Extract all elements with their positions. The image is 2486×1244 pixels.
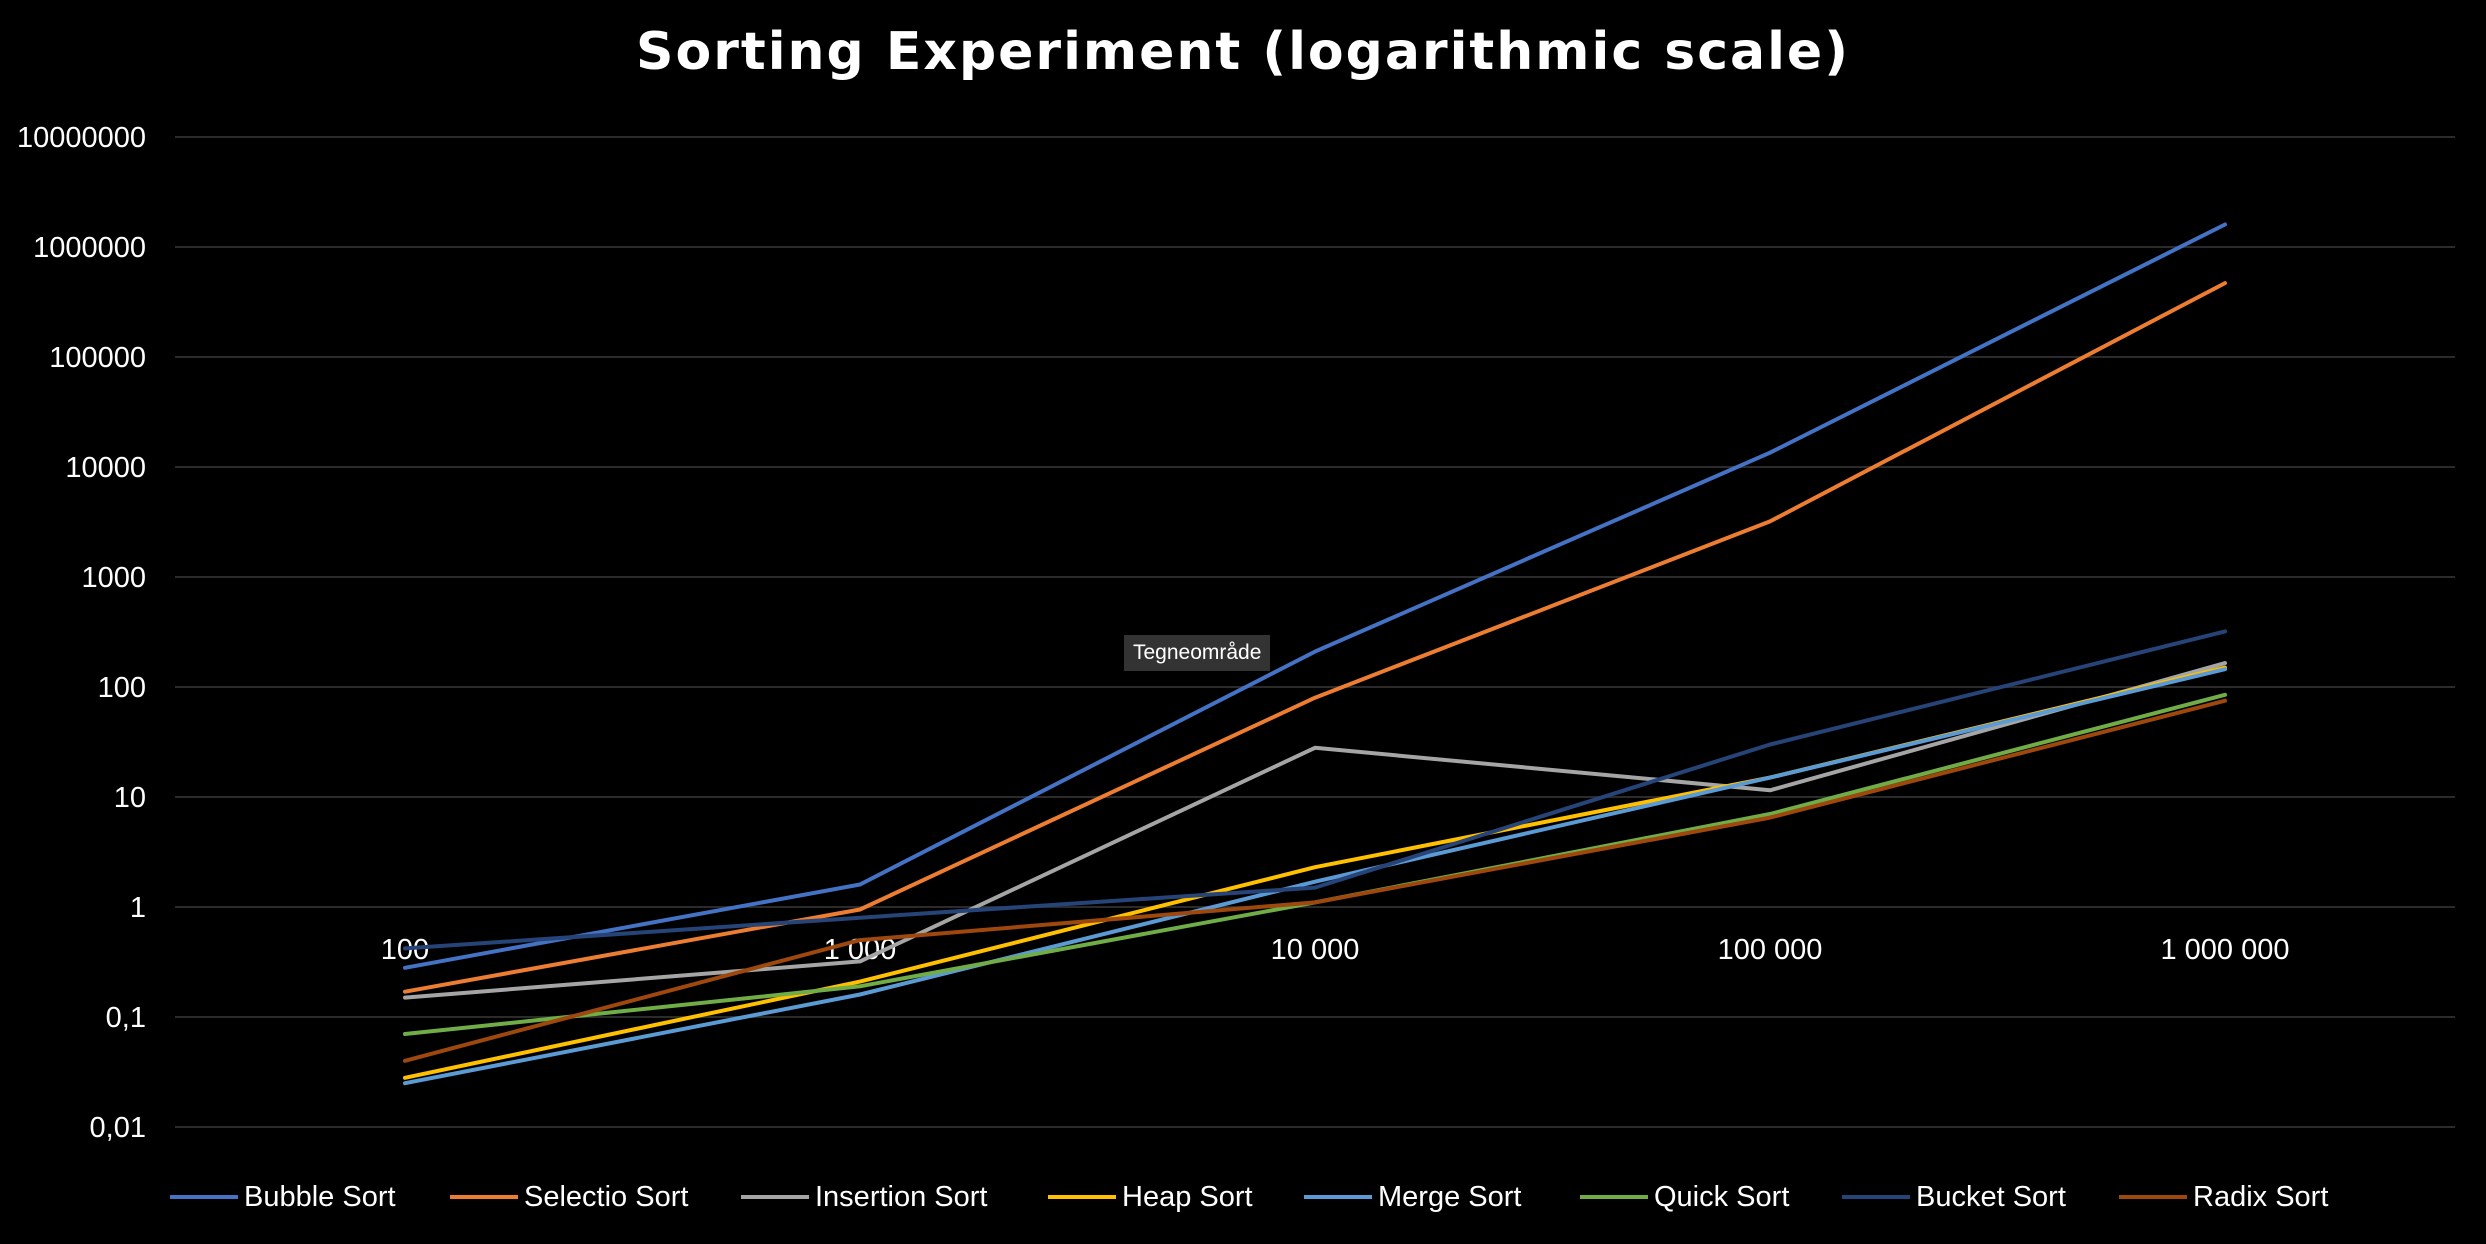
y-tick-label: 100 [98, 672, 146, 704]
legend-item[interactable]: Heap Sort [1048, 1172, 1253, 1222]
series-line-quick-sort[interactable] [403, 692, 2227, 1036]
legend-label: Insertion Sort [815, 1180, 988, 1213]
y-axis-ticks: 10000000 1000000 100000 10000 1000 100 10 1 0,1 0… [17, 122, 146, 1144]
legend-swatch [450, 1195, 518, 1199]
x-axis-ticks: 100 1 000 10 000 100 000 1 000 000 [381, 934, 2290, 966]
series-line-insertion-sort[interactable] [403, 661, 2227, 1000]
series-line-radix-sort[interactable] [403, 698, 2227, 1063]
series-lines[interactable] [403, 222, 2227, 1086]
legend-label: Bucket Sort [1916, 1180, 2066, 1213]
legend-swatch [170, 1195, 238, 1199]
series-line-merge-sort[interactable] [403, 667, 2227, 1086]
legend-item[interactable]: Bubble Sort [170, 1172, 396, 1222]
legend-swatch [1048, 1195, 1116, 1199]
gridlines [175, 136, 2455, 1128]
y-tick-label: 10000000 [17, 122, 146, 154]
x-tick-label: 100 000 [1718, 934, 1823, 966]
legend-swatch [1304, 1195, 1372, 1199]
legend-item[interactable]: Insertion Sort [741, 1172, 987, 1222]
legend-item[interactable]: Radix Sort [2119, 1172, 2328, 1222]
y-tick-label: 10000 [65, 452, 146, 484]
legend-item[interactable]: Selectio Sort [450, 1172, 688, 1222]
y-tick-label: 0,01 [90, 1112, 146, 1144]
legend-item[interactable]: Quick Sort [1580, 1172, 1789, 1222]
legend-swatch [741, 1195, 809, 1199]
y-tick-label: 1 [130, 892, 146, 924]
x-tick-label: 1 000 000 [2160, 934, 2289, 966]
legend-swatch [1580, 1195, 1648, 1199]
x-tick-label: 10 000 [1271, 934, 1360, 966]
legend-label: Bubble Sort [244, 1180, 396, 1213]
chart-area-tooltip: Tegneområde [1124, 635, 1271, 671]
legend-label: Merge Sort [1378, 1180, 1522, 1213]
legend: Bubble Sort Selectio Sort Insertion Sort He… [0, 1172, 2486, 1222]
legend-swatch [1842, 1195, 1910, 1199]
y-tick-label: 1000 [81, 562, 146, 594]
y-tick-label: 10 [114, 782, 146, 814]
y-tick-label: 100000 [49, 342, 146, 374]
y-tick-label: 0,1 [106, 1002, 146, 1034]
y-tick-label: 1000000 [33, 232, 146, 264]
legend-item[interactable]: Bucket Sort [1842, 1172, 2066, 1222]
legend-item[interactable]: Merge Sort [1304, 1172, 1521, 1222]
legend-label: Heap Sort [1122, 1180, 1253, 1213]
series-line-bubble-sort[interactable] [403, 222, 2227, 970]
chart-title: Sorting Experiment (logarithmic scale) [636, 22, 1850, 82]
legend-label: Radix Sort [2193, 1180, 2329, 1213]
legend-swatch [2119, 1195, 2187, 1199]
legend-label: Selectio Sort [524, 1180, 689, 1213]
series-line-selectio-sort[interactable] [403, 281, 2227, 994]
series-line-bucket-sort[interactable] [403, 629, 2227, 951]
legend-label: Quick Sort [1654, 1180, 1790, 1213]
